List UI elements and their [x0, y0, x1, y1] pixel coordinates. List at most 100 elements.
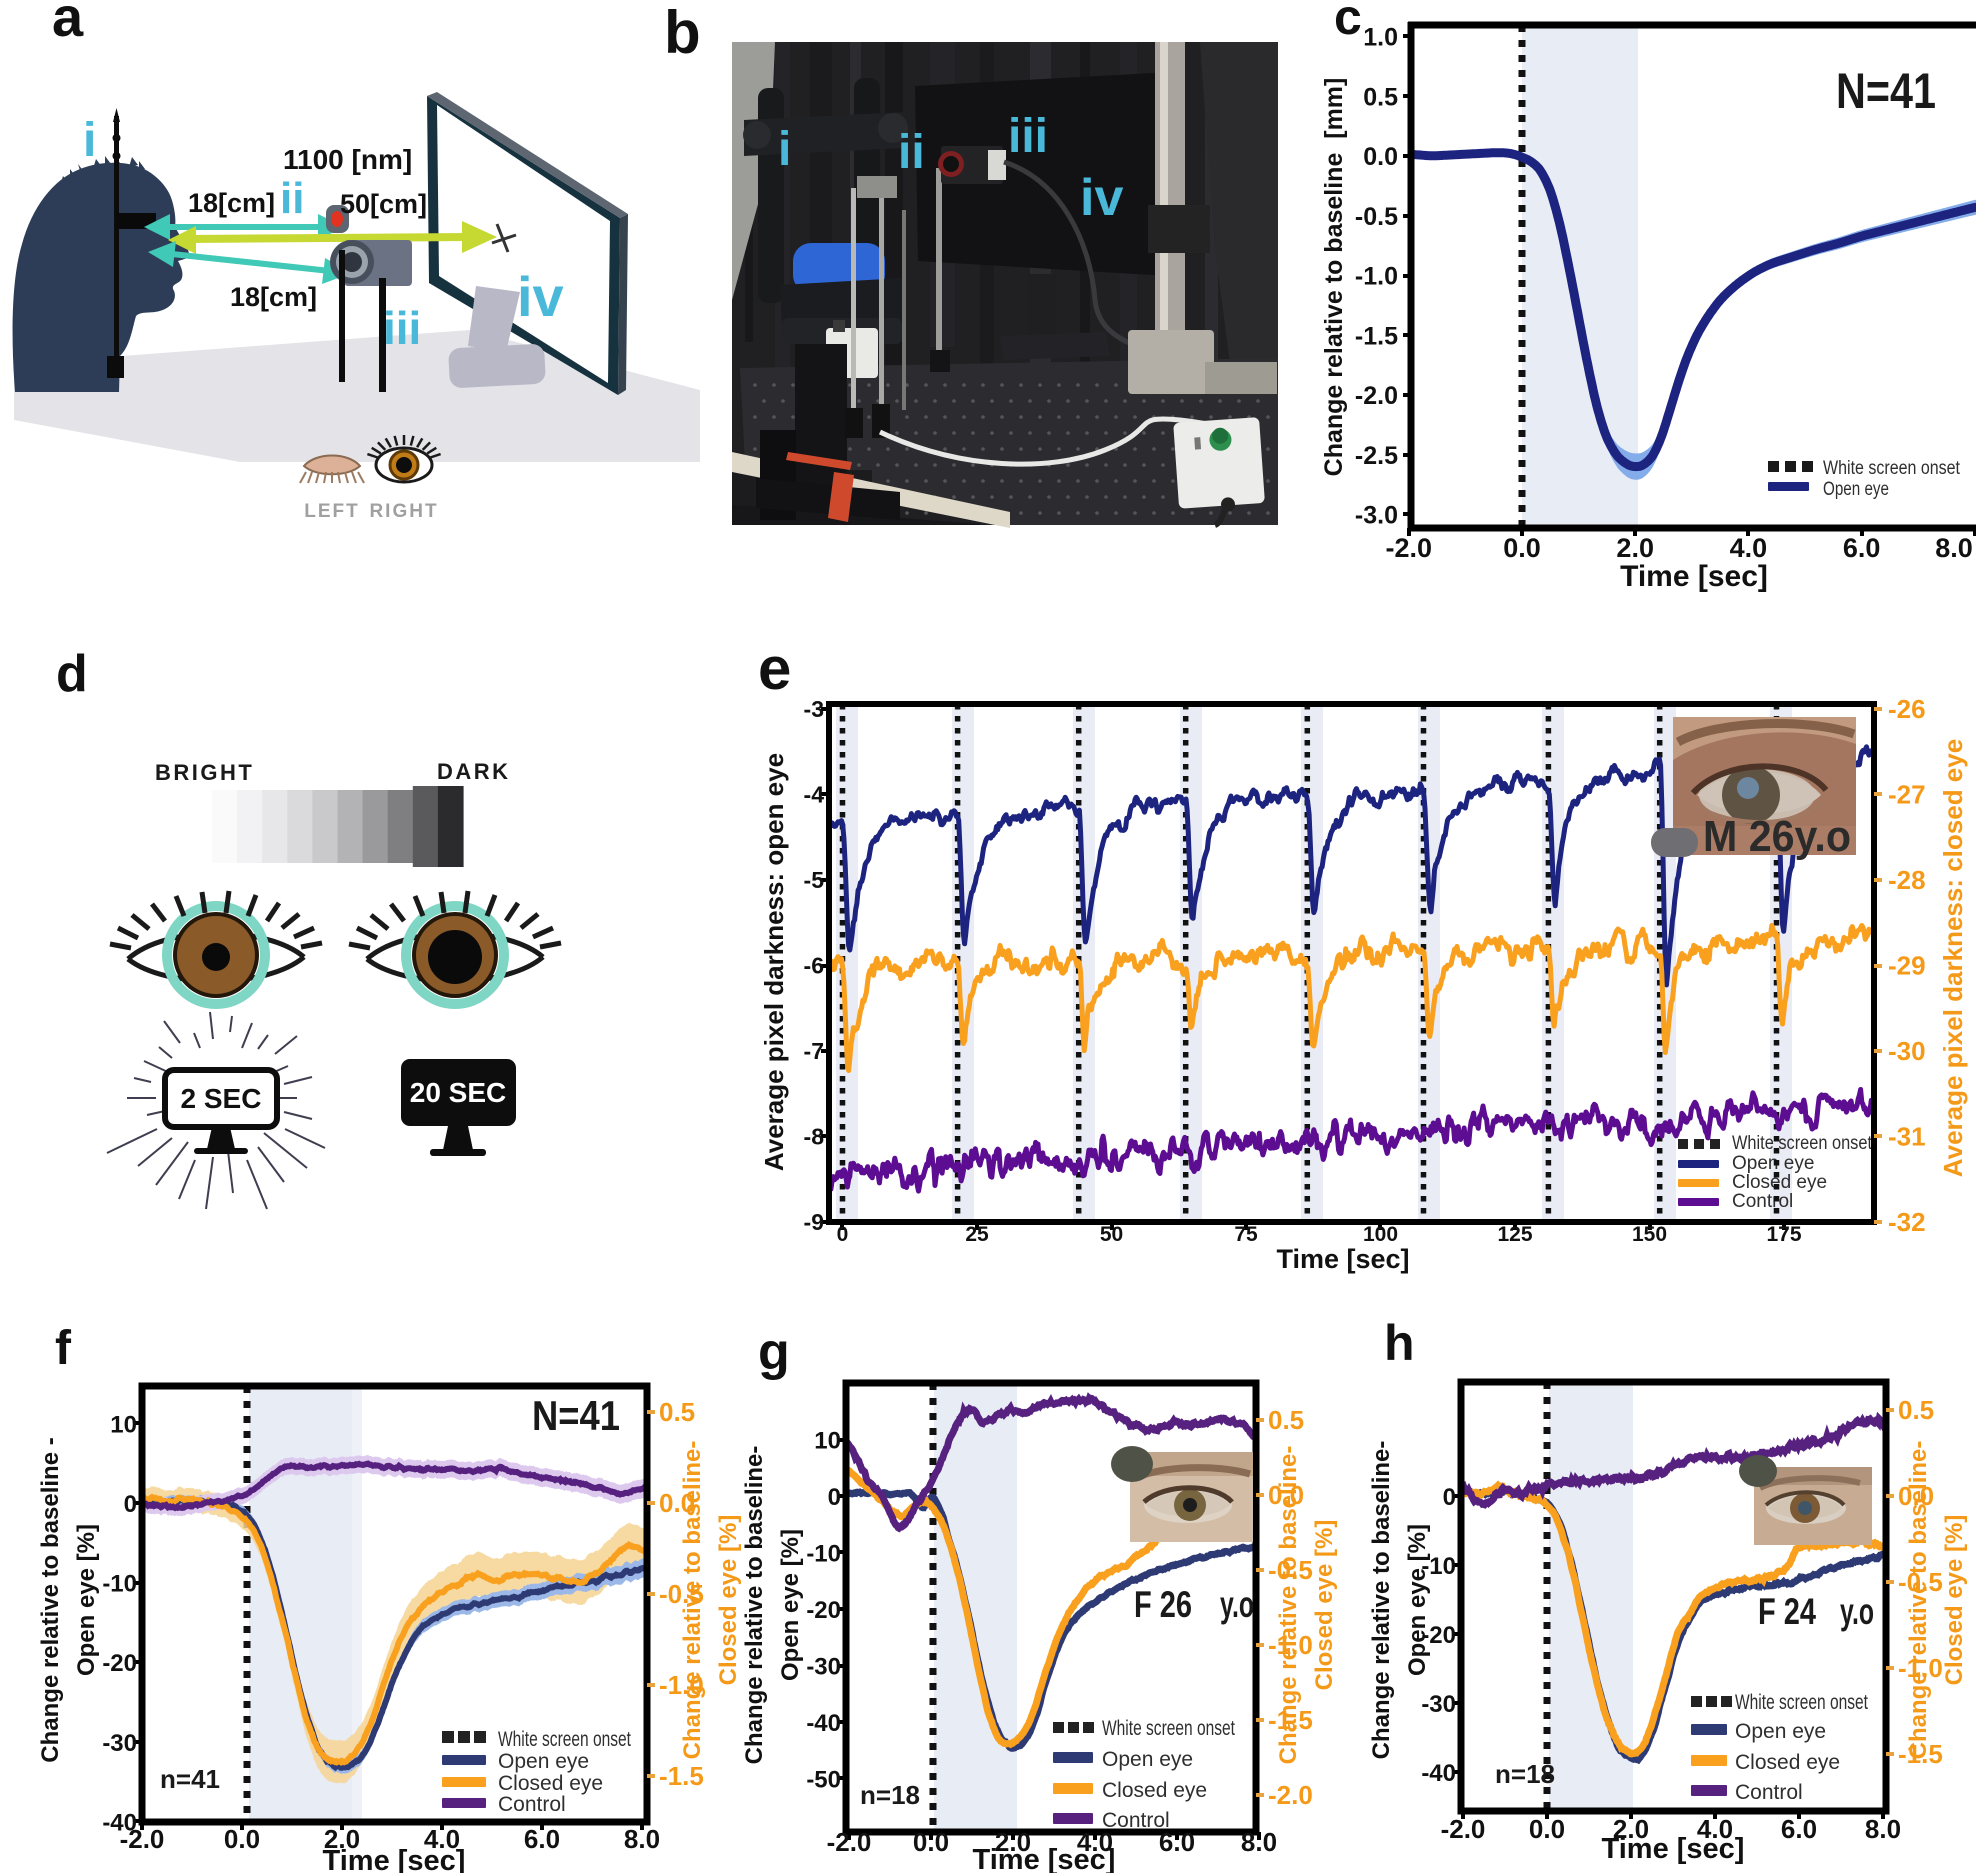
svg-text:18[cm]: 18[cm] [188, 188, 275, 218]
svg-text:4.0: 4.0 [1697, 1814, 1733, 1844]
svg-text:n=18: n=18 [860, 1780, 920, 1810]
svg-text:h: h [1384, 1315, 1415, 1371]
svg-text:-1.5: -1.5 [1355, 322, 1398, 350]
svg-text:e: e [758, 635, 791, 702]
svg-text:Closed eye: Closed eye [1735, 1751, 1840, 1774]
svg-text:F 26: F 26 [1134, 1584, 1192, 1625]
svg-text:0.0: 0.0 [659, 1488, 695, 1518]
svg-text:Closed eye [%]: Closed eye [%] [1311, 1520, 1338, 1691]
svg-text:g: g [758, 1323, 790, 1381]
svg-text:iv: iv [1080, 169, 1123, 227]
svg-text:Time [sec]: Time [sec] [1620, 560, 1768, 593]
svg-text:-4: -4 [804, 782, 825, 808]
svg-text:6.0: 6.0 [1843, 533, 1881, 563]
svg-text:Open eye [%]: Open eye [%] [1404, 1524, 1431, 1676]
svg-text:White screen onset: White screen onset [1732, 1133, 1873, 1154]
svg-text:-2.0: -2.0 [1268, 1780, 1313, 1810]
svg-text:b: b [664, 0, 701, 66]
svg-text:-29: -29 [1888, 951, 1926, 981]
svg-text:6.0: 6.0 [1781, 1814, 1817, 1844]
svg-text:c: c [1334, 0, 1362, 45]
svg-text:Change relative to baseline-: Change relative to baseline- [1368, 1441, 1395, 1760]
svg-text:-6: -6 [804, 953, 824, 979]
svg-text:50: 50 [1100, 1223, 1123, 1246]
svg-text:Change relative to baseline -: Change relative to baseline - [37, 1437, 64, 1762]
svg-text:ii: ii [898, 126, 925, 179]
svg-text:ii: ii [280, 174, 304, 223]
svg-text:4.0: 4.0 [1730, 533, 1768, 563]
svg-text:150: 150 [1632, 1223, 1667, 1246]
svg-text:White screen onset: White screen onset [1823, 458, 1961, 479]
svg-text:-1.0: -1.0 [1355, 263, 1398, 291]
svg-text:y.o: y.o [1840, 1591, 1874, 1632]
svg-text:Time [sec]: Time [sec] [323, 1845, 466, 1873]
svg-text:-40: -40 [102, 1809, 137, 1836]
svg-text:0.0: 0.0 [224, 1824, 260, 1854]
svg-text:-5: -5 [804, 867, 825, 893]
svg-text:2.0: 2.0 [995, 1827, 1031, 1857]
svg-text:20 SEC: 20 SEC [410, 1077, 507, 1108]
svg-text:-20: -20 [806, 1597, 841, 1624]
svg-text:Control: Control [1732, 1191, 1793, 1212]
svg-text:-32: -32 [1888, 1207, 1926, 1237]
svg-text:iv: iv [517, 265, 564, 328]
svg-text:50[cm]: 50[cm] [340, 189, 427, 219]
svg-text:-3: -3 [804, 696, 824, 722]
svg-text:0.0: 0.0 [913, 1827, 949, 1857]
svg-text:Open eye: Open eye [1102, 1748, 1193, 1771]
svg-text:175: 175 [1766, 1223, 1801, 1246]
svg-text:-1.5: -1.5 [659, 1761, 704, 1791]
svg-text:-28: -28 [1888, 865, 1926, 895]
svg-text:18[cm]: 18[cm] [230, 282, 317, 312]
svg-text:-30: -30 [806, 1654, 841, 1681]
svg-text:Closed eye [%]: Closed eye [%] [1941, 1515, 1968, 1686]
svg-text:y.o: y.o [1220, 1584, 1254, 1625]
svg-text:-20: -20 [102, 1650, 137, 1677]
svg-text:-1.0: -1.0 [1268, 1630, 1313, 1660]
svg-text:-50: -50 [806, 1767, 841, 1794]
svg-text:-2.5: -2.5 [1355, 442, 1398, 470]
svg-text:-1.0: -1.0 [1898, 1653, 1943, 1683]
svg-text:Change relative to baseline-: Change relative to baseline- [741, 1446, 768, 1765]
svg-text:-2.0: -2.0 [1386, 533, 1433, 563]
svg-text:0.0: 0.0 [1503, 533, 1541, 563]
svg-text:-7: -7 [804, 1038, 824, 1064]
svg-text:i: i [83, 114, 96, 167]
svg-text:8.0: 8.0 [1865, 1814, 1901, 1844]
svg-text:0.0: 0.0 [1529, 1814, 1565, 1844]
svg-text:n=18: n=18 [1495, 1759, 1555, 1789]
svg-text:0: 0 [828, 1484, 841, 1511]
svg-text:-40: -40 [806, 1710, 841, 1737]
svg-text:n=41: n=41 [160, 1764, 220, 1794]
svg-text:8.0: 8.0 [1241, 1827, 1277, 1857]
svg-text:LEFT: LEFT [304, 501, 360, 522]
svg-text:Open eye: Open eye [498, 1750, 589, 1773]
svg-text:Closed eye: Closed eye [498, 1772, 603, 1795]
svg-text:White screen onset: White screen onset [1102, 1717, 1235, 1740]
svg-text:-27: -27 [1888, 780, 1926, 810]
svg-text:-8: -8 [804, 1124, 825, 1150]
svg-text:0.5: 0.5 [1268, 1405, 1304, 1435]
svg-text:iii: iii [383, 302, 421, 354]
svg-text:Open eye [%]: Open eye [%] [777, 1529, 804, 1681]
svg-text:-1.5: -1.5 [1898, 1739, 1943, 1769]
svg-text:DARK: DARK [437, 759, 511, 784]
svg-text:0: 0 [837, 1223, 849, 1246]
svg-text:-30: -30 [102, 1730, 137, 1757]
svg-text:75: 75 [1234, 1223, 1258, 1246]
svg-text:-0.5: -0.5 [1355, 203, 1398, 231]
svg-text:-30: -30 [1421, 1691, 1456, 1718]
svg-text:0.0: 0.0 [1363, 143, 1398, 171]
svg-text:-10: -10 [1421, 1553, 1456, 1580]
svg-text:-1.0: -1.0 [659, 1670, 704, 1700]
svg-text:-10: -10 [806, 1541, 841, 1568]
svg-text:1.0: 1.0 [1363, 24, 1398, 52]
svg-text:-40: -40 [1421, 1760, 1456, 1787]
svg-text:N=41: N=41 [1836, 63, 1936, 119]
svg-text:125: 125 [1497, 1223, 1532, 1246]
svg-text:Open eye: Open eye [1735, 1720, 1826, 1743]
svg-text:a: a [52, 0, 84, 48]
svg-text:4.0: 4.0 [1077, 1827, 1113, 1857]
svg-text:-30: -30 [1888, 1036, 1926, 1066]
svg-text:Time [sec]: Time [sec] [973, 1844, 1116, 1873]
